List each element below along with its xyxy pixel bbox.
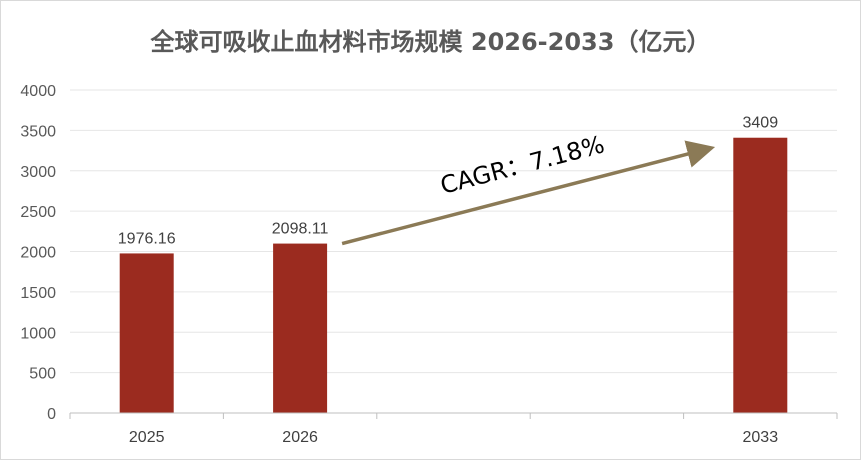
y-tick-label: 2000 [20, 245, 56, 262]
y-tick-label: 3500 [20, 123, 56, 140]
x-axis: 2025 2026 2033 [69, 412, 838, 446]
cagr-annotation: CAGR：7.18% [341, 130, 716, 246]
cagr-arrow [341, 140, 716, 246]
y-tick-label: 0 [47, 406, 56, 423]
y-axis-tick-labels: 0 500 1000 1500 2000 2500 3000 3500 4000 [20, 83, 56, 423]
y-tick-label: 3000 [20, 164, 56, 181]
bar-2026 [273, 243, 328, 413]
y-tick-label: 500 [29, 366, 56, 383]
x-tick-label: 2026 [282, 429, 318, 446]
y-tick-label: 1500 [20, 285, 56, 302]
data-label-2026: 2098.11 [272, 221, 329, 238]
data-labels: 1976.16 2098.11 3409 [118, 115, 778, 248]
x-tick-label: 2033 [743, 429, 779, 446]
bar-2025 [119, 253, 174, 413]
y-tick-label: 1000 [20, 325, 56, 342]
chart-title: 全球可吸收止血材料市场规模 2026-2033（亿元） [150, 28, 711, 56]
cagr-label: CAGR：7.18% [437, 130, 607, 199]
y-tick-label: 4000 [20, 83, 56, 100]
y-tick-label: 2500 [20, 204, 56, 221]
x-tick-label: 2025 [129, 429, 165, 446]
grid-lines [70, 89, 837, 374]
bar-2033 [733, 137, 788, 413]
data-label-2025: 1976.16 [118, 230, 176, 247]
data-label-2033: 3409 [743, 115, 779, 132]
bars [119, 137, 788, 413]
